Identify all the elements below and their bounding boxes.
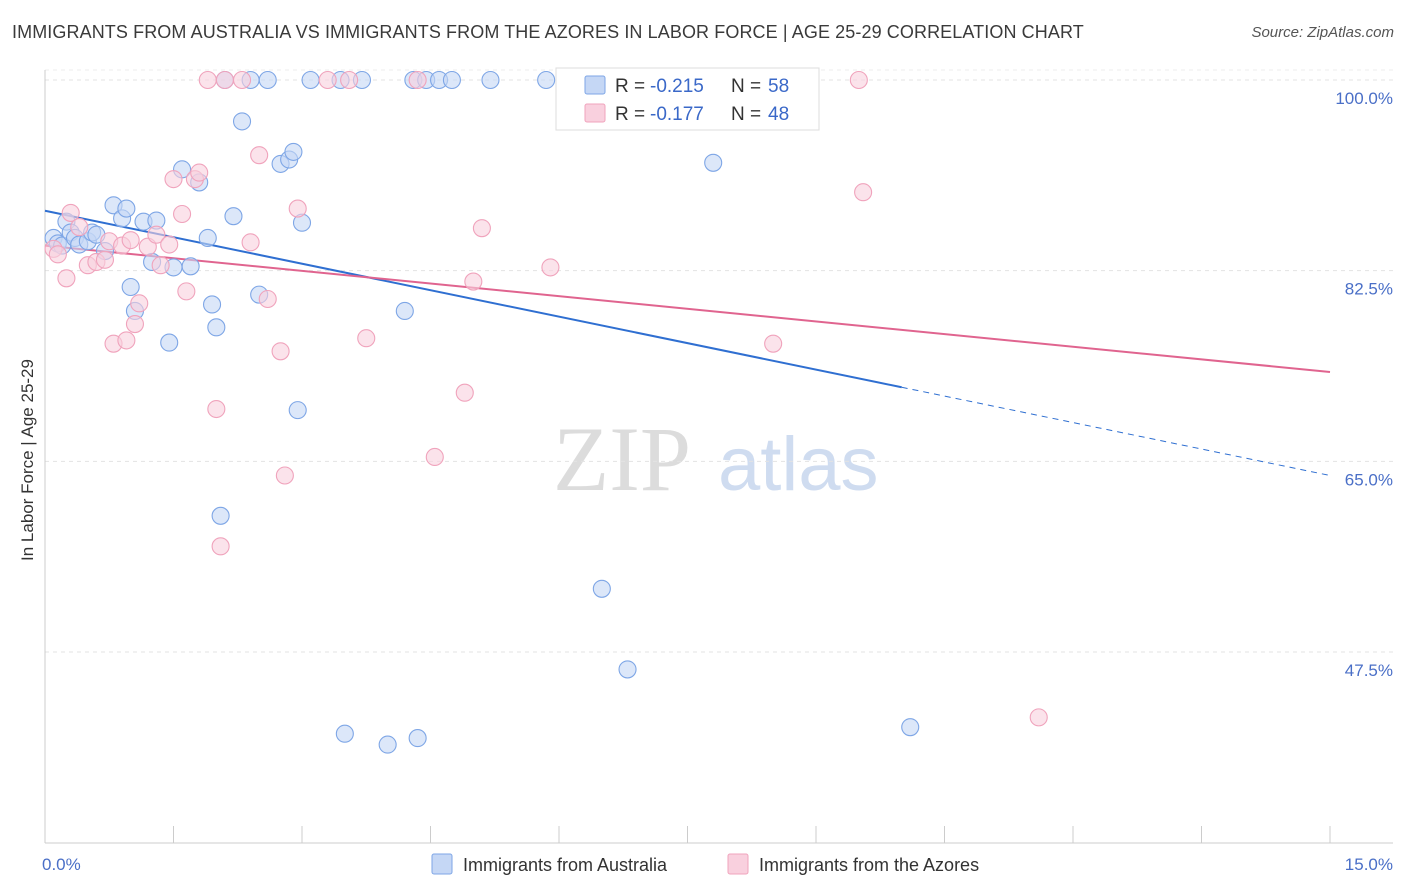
point-azores <box>425 447 444 467</box>
trend-line-0 <box>44 209 902 389</box>
point-azores <box>340 70 359 90</box>
point-australia <box>160 333 179 352</box>
point-australia <box>335 724 354 743</box>
point-azores <box>190 163 209 182</box>
point-australia <box>203 295 222 314</box>
point-azores <box>121 231 140 250</box>
point-azores <box>357 329 376 348</box>
point-azores <box>130 294 149 313</box>
point-azores <box>117 331 136 350</box>
point-australia <box>284 142 303 161</box>
legend-swatch-azores <box>584 103 606 123</box>
y-tick-label: 65.0% <box>1345 470 1393 489</box>
x-tick-label-max: 15.0% <box>1345 855 1393 874</box>
point-azores <box>258 289 277 309</box>
point-azores <box>151 256 170 275</box>
legend-r-label-azores: R = <box>615 104 645 125</box>
point-azores <box>125 315 144 334</box>
point-australia <box>117 199 136 218</box>
point-azores <box>48 245 67 264</box>
point-azores <box>854 183 873 202</box>
point-australia <box>378 735 397 754</box>
point-australia <box>704 153 723 172</box>
chart-title: IMMIGRANTS FROM AUSTRALIA VS IMMIGRANTS … <box>12 22 1084 42</box>
watermark-zip: ZIP <box>553 408 691 510</box>
point-azores <box>215 70 234 90</box>
point-australia <box>232 112 252 131</box>
legend-n-value-azores: 48 <box>768 104 789 125</box>
point-azores <box>232 70 252 90</box>
point-azores <box>849 70 868 90</box>
point-azores <box>160 235 179 254</box>
bottom-legend: Immigrants from Australia Immigrants fro… <box>431 853 979 875</box>
bottom-legend-label-australia: Immigrants from Australia <box>463 855 668 875</box>
point-azores <box>173 204 192 224</box>
y-axis-title: In Labor Force | Age 25-29 <box>18 359 37 561</box>
x-tick-label-min: 0.0% <box>42 855 81 874</box>
point-azores <box>61 203 80 222</box>
y-tick-label: 82.5% <box>1345 280 1393 299</box>
point-australia <box>618 660 637 679</box>
point-azores <box>1029 708 1048 727</box>
point-azores <box>177 282 196 301</box>
point-australia <box>207 318 226 337</box>
point-azores <box>541 258 560 277</box>
point-azores <box>464 272 483 291</box>
point-azores <box>288 199 307 218</box>
y-tick-label: 100.0% <box>1335 89 1393 108</box>
legend-swatch-australia <box>584 75 606 95</box>
point-australia <box>537 70 556 90</box>
trend-line-1 <box>44 244 1331 373</box>
legend-box: R = -0.215 N = 58 R = -0.177 N = 48 <box>555 67 820 131</box>
point-azores <box>57 269 76 288</box>
legend-n-label-azores: N = <box>731 104 761 125</box>
legend-n-value-australia: 58 <box>768 76 789 97</box>
legend-r-value-australia: -0.215 <box>650 76 704 97</box>
point-azores <box>408 70 427 90</box>
bottom-legend-label-azores: Immigrants from the Azores <box>759 855 979 875</box>
point-australia <box>198 228 217 248</box>
point-australia <box>901 718 920 737</box>
point-australia <box>258 70 277 90</box>
legend-r-label-australia: R = <box>615 76 645 97</box>
point-azores <box>472 219 491 238</box>
point-azores <box>275 466 294 485</box>
legend-n-label-australia: N = <box>731 76 761 97</box>
point-australia <box>224 207 243 226</box>
point-australia <box>592 579 611 598</box>
point-azores <box>147 225 166 244</box>
point-azores <box>207 399 226 419</box>
trend-line-extension-0 <box>901 386 1331 476</box>
point-australia <box>395 301 414 321</box>
point-azores <box>164 170 183 189</box>
bottom-legend-swatch-australia <box>431 853 453 875</box>
point-australia <box>288 401 307 420</box>
point-australia <box>408 729 427 748</box>
point-australia <box>481 70 500 90</box>
legend-r-value-azores: -0.177 <box>650 104 704 125</box>
point-australia <box>121 277 140 297</box>
point-azores <box>95 250 115 269</box>
point-australia <box>442 70 461 90</box>
bottom-legend-swatch-azores <box>727 853 749 875</box>
point-azores <box>318 70 337 90</box>
point-azores <box>70 218 89 237</box>
source-attribution: Source: ZipAtlas.com <box>1251 24 1394 41</box>
point-australia <box>301 70 320 90</box>
point-azores <box>198 70 217 90</box>
point-azores <box>241 233 260 252</box>
axes: 100.0% 82.5% 65.0% 47.5% <box>44 70 1393 844</box>
point-australia <box>181 257 200 276</box>
y-tick-label: 47.5% <box>1345 661 1393 680</box>
trend-lines <box>44 209 1331 476</box>
point-azores <box>271 342 290 361</box>
point-australia <box>211 506 230 525</box>
point-azores <box>455 383 474 402</box>
point-azores <box>211 537 230 556</box>
watermark-atlas: atlas <box>718 422 879 507</box>
point-azores <box>250 146 269 165</box>
data-points <box>44 70 1048 754</box>
point-azores <box>764 334 783 353</box>
